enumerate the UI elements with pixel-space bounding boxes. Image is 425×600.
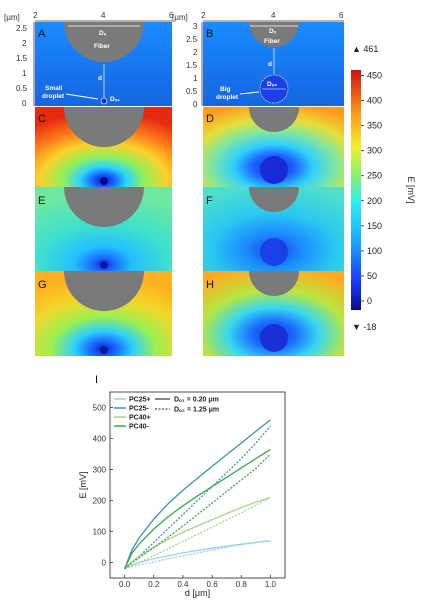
panel-b	[203, 22, 344, 106]
colorbar-title: E [mV]	[406, 176, 416, 203]
panel-h	[203, 271, 344, 356]
y-tick-label: 200	[93, 497, 107, 506]
series-line-pc40plus-big	[124, 496, 271, 570]
fiber-label: Fiber	[94, 43, 110, 50]
colorbar-tick-label: 450	[367, 71, 382, 81]
right-y-tick: 1.5	[186, 61, 198, 70]
legend-entry-pc25plus: PC25+	[129, 397, 151, 404]
droplet-label-line-1: Big	[220, 86, 231, 93]
legend-entry-pc25minus: PC25-	[129, 406, 150, 413]
legend-size-entry: Dₒ₁ = 0.20 μm	[174, 397, 219, 404]
panel-g	[35, 271, 172, 356]
droplet-diameter-label: Dₒ₂	[267, 81, 277, 88]
panel-letter-e: E	[38, 195, 45, 207]
series-line-pc40plus-small	[124, 496, 271, 570]
x-axis-label: d [μm]	[185, 588, 210, 598]
colorbar	[351, 70, 361, 310]
plot-frame	[109, 391, 286, 579]
series-line-pc25minus-big	[124, 425, 271, 570]
y-axis-label: E [mV]	[78, 471, 88, 498]
colorbar-tick-label: 250	[367, 171, 382, 181]
colorbar-tick-label: 50	[367, 271, 377, 281]
panel-letter-h: H	[206, 279, 214, 291]
right-y-tick: 0	[193, 100, 198, 109]
right-y-tick: 0.5	[186, 87, 198, 96]
x-tick-label: 0.6	[207, 580, 219, 589]
chart-panel-letter: I	[95, 374, 98, 386]
y-tick-label: 400	[93, 435, 107, 444]
colorbar-tick-label: 150	[367, 221, 382, 231]
droplet-label-line-1: Small	[45, 85, 63, 92]
panel-e	[35, 187, 172, 271]
right-y-tick: 3	[193, 22, 198, 31]
left-y-tick: 2	[22, 39, 27, 48]
panel-f	[203, 187, 344, 271]
series-line-pc25plus-big	[124, 540, 271, 570]
colorbar-tick-label: 400	[367, 96, 382, 106]
droplet-label-line-2: droplet	[42, 93, 65, 100]
x-tick-label: 1.0	[265, 580, 277, 589]
right-axis-unit: [μm]	[172, 13, 188, 22]
colorbar-tick-label: 350	[367, 121, 382, 131]
series-line-pc40minus-big	[124, 453, 271, 570]
series-line-pc25minus-small	[123, 419, 271, 569]
panel-letter-f: F	[206, 195, 213, 207]
fiber-shape	[64, 22, 144, 62]
x-tick-label: 0.4	[177, 580, 189, 589]
panel-a	[35, 22, 172, 106]
legend-entry-pc40minus: PC40-	[129, 424, 150, 431]
right-y-tick: 2.5	[186, 35, 198, 44]
colorbar-tick-label: 200	[367, 196, 382, 206]
panel-letter-b: B	[206, 28, 213, 40]
x-tick-label: 0.2	[148, 580, 160, 589]
right-x-tick: 2	[201, 11, 206, 20]
right-y-tick: 1	[193, 74, 198, 83]
distance-label: d	[98, 75, 102, 82]
colorbar-ticks: 450 400 350 300 250 200 150 100 50 0	[361, 71, 382, 306]
panel-letter-d: D	[206, 113, 214, 125]
panel-c	[35, 107, 172, 187]
left-y-tick: 2.5	[16, 24, 28, 33]
left-y-tick: 0.5	[16, 84, 28, 93]
colorbar-max-label: ▲ 461	[352, 44, 378, 54]
left-x-tick: 2	[33, 11, 38, 20]
colorbar-tick-label: 100	[367, 246, 382, 256]
panel-d	[203, 107, 344, 187]
droplet-label-line-2: droplet	[216, 94, 239, 101]
right-x-tick: 4	[271, 11, 276, 20]
left-x-tick: 4	[101, 11, 106, 20]
colorbar-tick-label: 0	[367, 296, 372, 306]
panel-letter-c: C	[38, 113, 46, 125]
left-y-tick: 1.5	[16, 54, 28, 63]
fiber-shape	[249, 22, 299, 47]
y-tick-label: 100	[93, 528, 107, 537]
fiber-diameter-label: Dₓ	[269, 28, 277, 35]
droplet-diameter-label: Dₒ₁	[110, 96, 120, 103]
panel-letter-a: A	[38, 28, 46, 40]
x-tick-label: 0.0	[119, 580, 131, 589]
right-x-tick: 6	[339, 11, 344, 20]
y-tick-label: 500	[93, 404, 107, 413]
fiber-label: Fiber	[264, 38, 280, 45]
series-line-pc25plus-small	[124, 540, 271, 570]
colorbar-tick-label: 300	[367, 146, 382, 156]
fiber-diameter-label: Dₓ	[99, 30, 107, 37]
left-y-tick: 1	[22, 69, 27, 78]
left-y-tick: 0	[22, 99, 27, 108]
right-y-tick: 2	[193, 48, 198, 57]
panel-letter-g: G	[38, 279, 47, 291]
legend-entry-pc40plus: PC40+	[129, 415, 151, 422]
small-droplet-shape	[100, 97, 108, 105]
x-tick-label: 0.8	[236, 580, 248, 589]
legend-size-entry: Dₒ₂ = 1.25 μm	[174, 407, 219, 414]
line-chart: 0.0 0.2 0.4 0.6 0.8 1.0 0 100 200 300 400 500 d [μm]…	[78, 391, 286, 598]
left-x-tick: 6	[169, 11, 174, 20]
distance-label: d	[268, 61, 272, 68]
colorbar-min-label: ▼ -18	[352, 322, 376, 332]
y-tick-label: 300	[93, 466, 107, 475]
y-tick-label: 0	[102, 559, 107, 568]
series-line-pc40minus-small	[124, 448, 271, 569]
left-axis-unit: [μm]	[4, 13, 20, 22]
